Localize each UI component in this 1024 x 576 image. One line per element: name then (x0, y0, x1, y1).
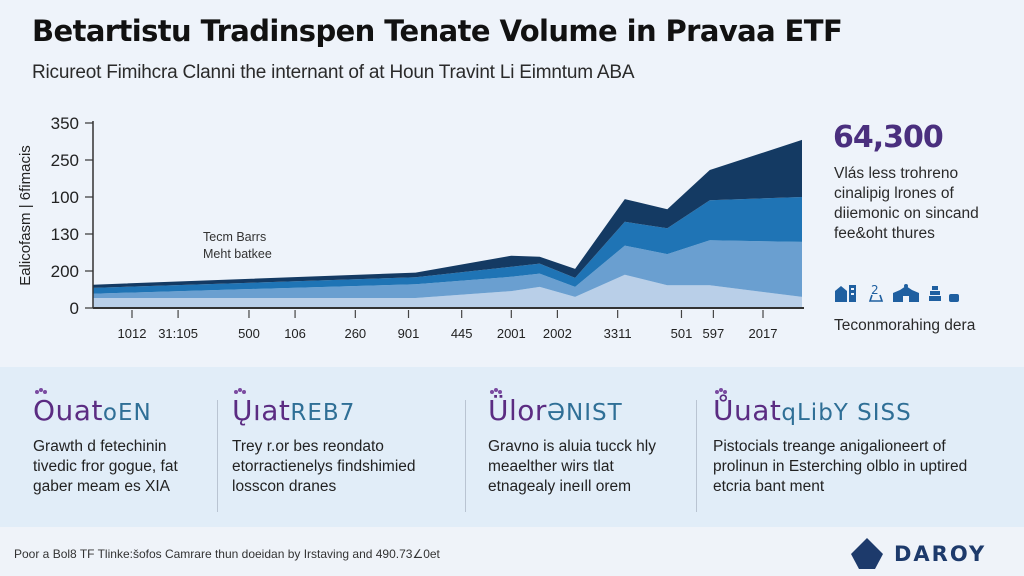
stat-value: 64,300 (833, 120, 944, 155)
card-body: Pistocials treange anigalioneert of prol… (713, 437, 1003, 497)
x-tick-label: 2001 (497, 326, 526, 341)
card-body-line: meaelther wirs tlat (488, 458, 614, 475)
stacked-area-chart: 350 250 100 130 200 0 1012 31:105 500 106 260 901 4… (51, 114, 804, 341)
dots-icon (715, 388, 727, 394)
x-tick-label: 1012 (118, 326, 147, 341)
card-body: Trey r.or bes reondato etorractienelys f… (232, 437, 462, 497)
x-tick-label: 500 (238, 326, 260, 341)
card-divider (696, 400, 697, 512)
stat-description-line: fee&oht thures (834, 225, 935, 242)
card-body-line: etnagealy ineıll orem (488, 478, 632, 495)
stat-description: Vlás less trohreno cinalipig lrones of d… (834, 164, 1019, 244)
dots-icon (35, 388, 47, 394)
x-tick-label: 260 (344, 326, 366, 341)
card-body-line: tivedic fror gogue, fat (33, 458, 178, 475)
card-divider (217, 400, 218, 512)
card-body-line: gaber meam es XIA (33, 478, 170, 495)
feature-card: Ůuat qLibY SISS Pistocials treange aniga… (713, 388, 1003, 515)
area-series-3 (93, 197, 802, 294)
card-body-line: losscon dranes (232, 478, 337, 495)
area-series-2 (93, 240, 802, 298)
card-body-line: etcria bant ment (713, 478, 825, 495)
stat-caption: Teconmorahing dera (834, 317, 976, 334)
card-heading: Ouat ᴏEN (33, 393, 233, 431)
card-heading-primary: Ülor (488, 394, 547, 427)
annotation-line: Tecm Barrs (203, 230, 267, 244)
brand-logo[interactable]: DAROY (850, 537, 986, 571)
stat-description-line: Vlás less trohreno (834, 165, 959, 182)
card-heading-secondary: ᴏEN (102, 400, 152, 426)
card-heading-primary: Ųıat (232, 394, 291, 427)
footer-note: Poor a Bol8 TF Tlinke:šofos Camrare thun… (14, 547, 440, 561)
x-tick-label: 2017 (749, 326, 778, 341)
card-body: Grawth d fetechinin tivedic fror gogue, … (33, 437, 233, 497)
card-heading: Ųıat REB7 (232, 393, 462, 431)
feature-card: Ouat ᴏEN Grawth d fetechinin tivedic fro… (33, 388, 233, 515)
x-tick-label: 31:105 (158, 326, 198, 341)
card-heading-secondary: qLibY SISS (781, 400, 912, 426)
factory-icon (893, 284, 919, 302)
card-body-line: Trey r.or bes reondato (232, 438, 384, 455)
x-tick-label: 3311 (604, 326, 632, 341)
x-tick-label: 501 (671, 326, 693, 341)
card-body-line: Grawth d fetechinin (33, 438, 167, 455)
page-title: Betartistu Tradinspen Tenate Volume in P… (32, 14, 843, 48)
area-series-1 (93, 274, 802, 308)
card-body-line: Pistocials treange anigalioneert of (713, 438, 946, 455)
card-heading-primary: Ouat (33, 394, 103, 427)
area-series-4 (93, 139, 802, 288)
card-body-line: prolinun in Esterching olblo in uptired (713, 458, 968, 475)
x-tick-label: 106 (284, 326, 306, 341)
annotation-line: Meht batkee (203, 247, 272, 261)
x-tick-label: 445 (451, 326, 473, 341)
brand-name: DAROY (894, 542, 987, 566)
feature-card: Ülor ƏNIST Gravno is aluia tucck hly mea… (488, 388, 703, 515)
trophy-icon: 2 (868, 283, 884, 302)
x-tick-label: 2002 (543, 326, 572, 341)
card-heading-secondary: ƏNIST (546, 400, 623, 426)
card-divider (465, 400, 466, 512)
feature-card: Ųıat REB7 Trey r.or bes reondato etorrac… (232, 388, 462, 515)
dots-icon (490, 388, 502, 394)
svg-text:2: 2 (871, 283, 879, 297)
card-heading: Ülor ƏNIST (488, 393, 703, 431)
y-tick-label: 100 (51, 188, 79, 207)
card-heading-primary: Ůuat (713, 394, 782, 427)
page-subtitle: Ricureot Fimihcra Clanni the internant o… (32, 62, 635, 83)
coin-icon (949, 294, 959, 302)
x-tick-label: 901 (398, 326, 420, 341)
feature-band (0, 367, 1024, 527)
y-tick-label: 130 (51, 225, 79, 244)
chart-annotation: Tecm Barrs Meht batkee (203, 229, 272, 263)
stat-description-line: cinalipig lrones of (834, 185, 954, 202)
card-heading-secondary: REB7 (290, 400, 356, 426)
x-tick-label: 597 (703, 326, 725, 341)
card-body: Gravno is aluia tucck hly meaelther wirs… (488, 437, 703, 497)
building-icon (835, 285, 856, 302)
bank-icon (929, 286, 941, 301)
y-tick-label: 250 (51, 151, 79, 170)
footer (0, 527, 1024, 576)
card-heading: Ůuat qLibY SISS (713, 393, 1003, 431)
card-body-line: Gravno is aluia tucck hly (488, 438, 656, 455)
diamond-logo-icon (851, 538, 883, 569)
dots-icon (234, 388, 246, 394)
card-body-line: etorractienelys findshimied (232, 458, 416, 475)
stat-description-line: diiemonic on sincand (834, 205, 979, 222)
y-tick-label: 0 (70, 299, 79, 318)
y-tick-label: 200 (51, 262, 79, 281)
stat-icon-row: 2 (834, 283, 960, 303)
y-tick-label: 350 (51, 114, 79, 133)
